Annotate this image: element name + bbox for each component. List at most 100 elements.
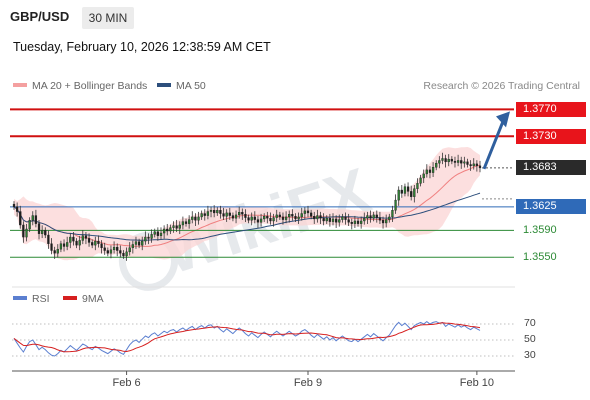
x-axis-ticks (126, 371, 478, 375)
candle (156, 227, 160, 241)
candle (441, 152, 444, 165)
rsi-lines (13, 320, 481, 357)
legend-rsi: RSI (13, 293, 50, 305)
candle (250, 212, 253, 226)
candle (272, 213, 275, 227)
candle (363, 212, 366, 225)
candle (119, 245, 122, 258)
candle (62, 239, 66, 252)
candle (406, 182, 410, 197)
candle (300, 207, 303, 221)
candle (372, 211, 375, 222)
candle (456, 154, 460, 167)
rsi-grid (12, 323, 515, 357)
arrow-shaft (482, 120, 505, 170)
candle (447, 154, 450, 167)
candle (284, 211, 288, 224)
candle (319, 211, 322, 224)
candle (22, 221, 25, 243)
candle (194, 213, 197, 226)
ma50-line (13, 192, 481, 241)
x-label-2: Feb 10 (459, 377, 495, 389)
candle (238, 206, 241, 219)
candle (169, 224, 172, 235)
candle (34, 209, 38, 228)
candle (338, 214, 341, 227)
ma9-swatch (63, 296, 77, 301)
candle (75, 238, 78, 249)
candle (344, 212, 347, 225)
candle (369, 210, 372, 223)
legend-ma20: MA 20 + Bollinger Bands (13, 80, 147, 92)
candle (203, 209, 206, 221)
candle (100, 240, 103, 254)
candle (50, 238, 53, 255)
candle (453, 156, 457, 168)
candle (41, 225, 44, 239)
candle (316, 209, 319, 223)
candle (144, 231, 147, 245)
timeframe-badge[interactable]: 30 MIN (82, 7, 134, 29)
candle (278, 211, 281, 220)
candle (322, 213, 325, 226)
candle (175, 219, 178, 233)
candle (59, 240, 63, 253)
candle (19, 205, 22, 229)
level-label-1: 1.3730 (516, 128, 586, 144)
candle (159, 227, 163, 240)
candle (66, 236, 69, 251)
rsi-tick-70: 70 (524, 317, 536, 329)
candle (15, 202, 19, 217)
candle (313, 211, 316, 224)
candle (335, 215, 338, 228)
candle (147, 233, 150, 245)
candles (12, 152, 482, 261)
candle (103, 242, 106, 255)
candle (266, 211, 269, 224)
candle (394, 194, 397, 214)
candle (413, 185, 416, 203)
candle (325, 215, 328, 224)
candle (438, 156, 441, 169)
rsi-tick-50: 50 (524, 333, 536, 345)
rsi-tick-30: 30 (524, 349, 536, 361)
candle (128, 242, 131, 256)
rsi-line (13, 320, 481, 357)
candle (475, 160, 479, 172)
ma20-line (13, 164, 481, 247)
candle (31, 211, 34, 226)
candle (191, 211, 194, 224)
candle (288, 210, 291, 223)
candle (350, 218, 353, 230)
candle (84, 232, 88, 245)
candle (259, 213, 263, 227)
candle (306, 205, 310, 218)
candle (228, 207, 231, 220)
candle (216, 207, 219, 216)
candle (200, 210, 203, 220)
research-credit: Research © 2026 Trading Central (423, 80, 580, 92)
candle (187, 215, 191, 229)
candle (419, 174, 422, 187)
candle (366, 211, 369, 224)
level-label-0: 1.3770 (516, 101, 586, 117)
candle (178, 221, 181, 235)
candle (213, 205, 216, 218)
ma50-label: MA 50 (176, 80, 206, 92)
ma50-path (13, 192, 481, 241)
candle (381, 216, 385, 229)
candle (109, 245, 113, 259)
x-label-1: Feb 9 (293, 377, 323, 389)
candle (166, 223, 169, 236)
candle (400, 185, 403, 198)
candle (291, 209, 294, 221)
level-label-3: 1.3625 (516, 199, 586, 215)
x-label-0: Feb 6 (112, 377, 141, 389)
candle (425, 164, 428, 178)
candle (431, 162, 435, 177)
candle (197, 211, 200, 225)
candle (153, 228, 156, 238)
candle (469, 160, 472, 171)
candle (297, 212, 300, 224)
